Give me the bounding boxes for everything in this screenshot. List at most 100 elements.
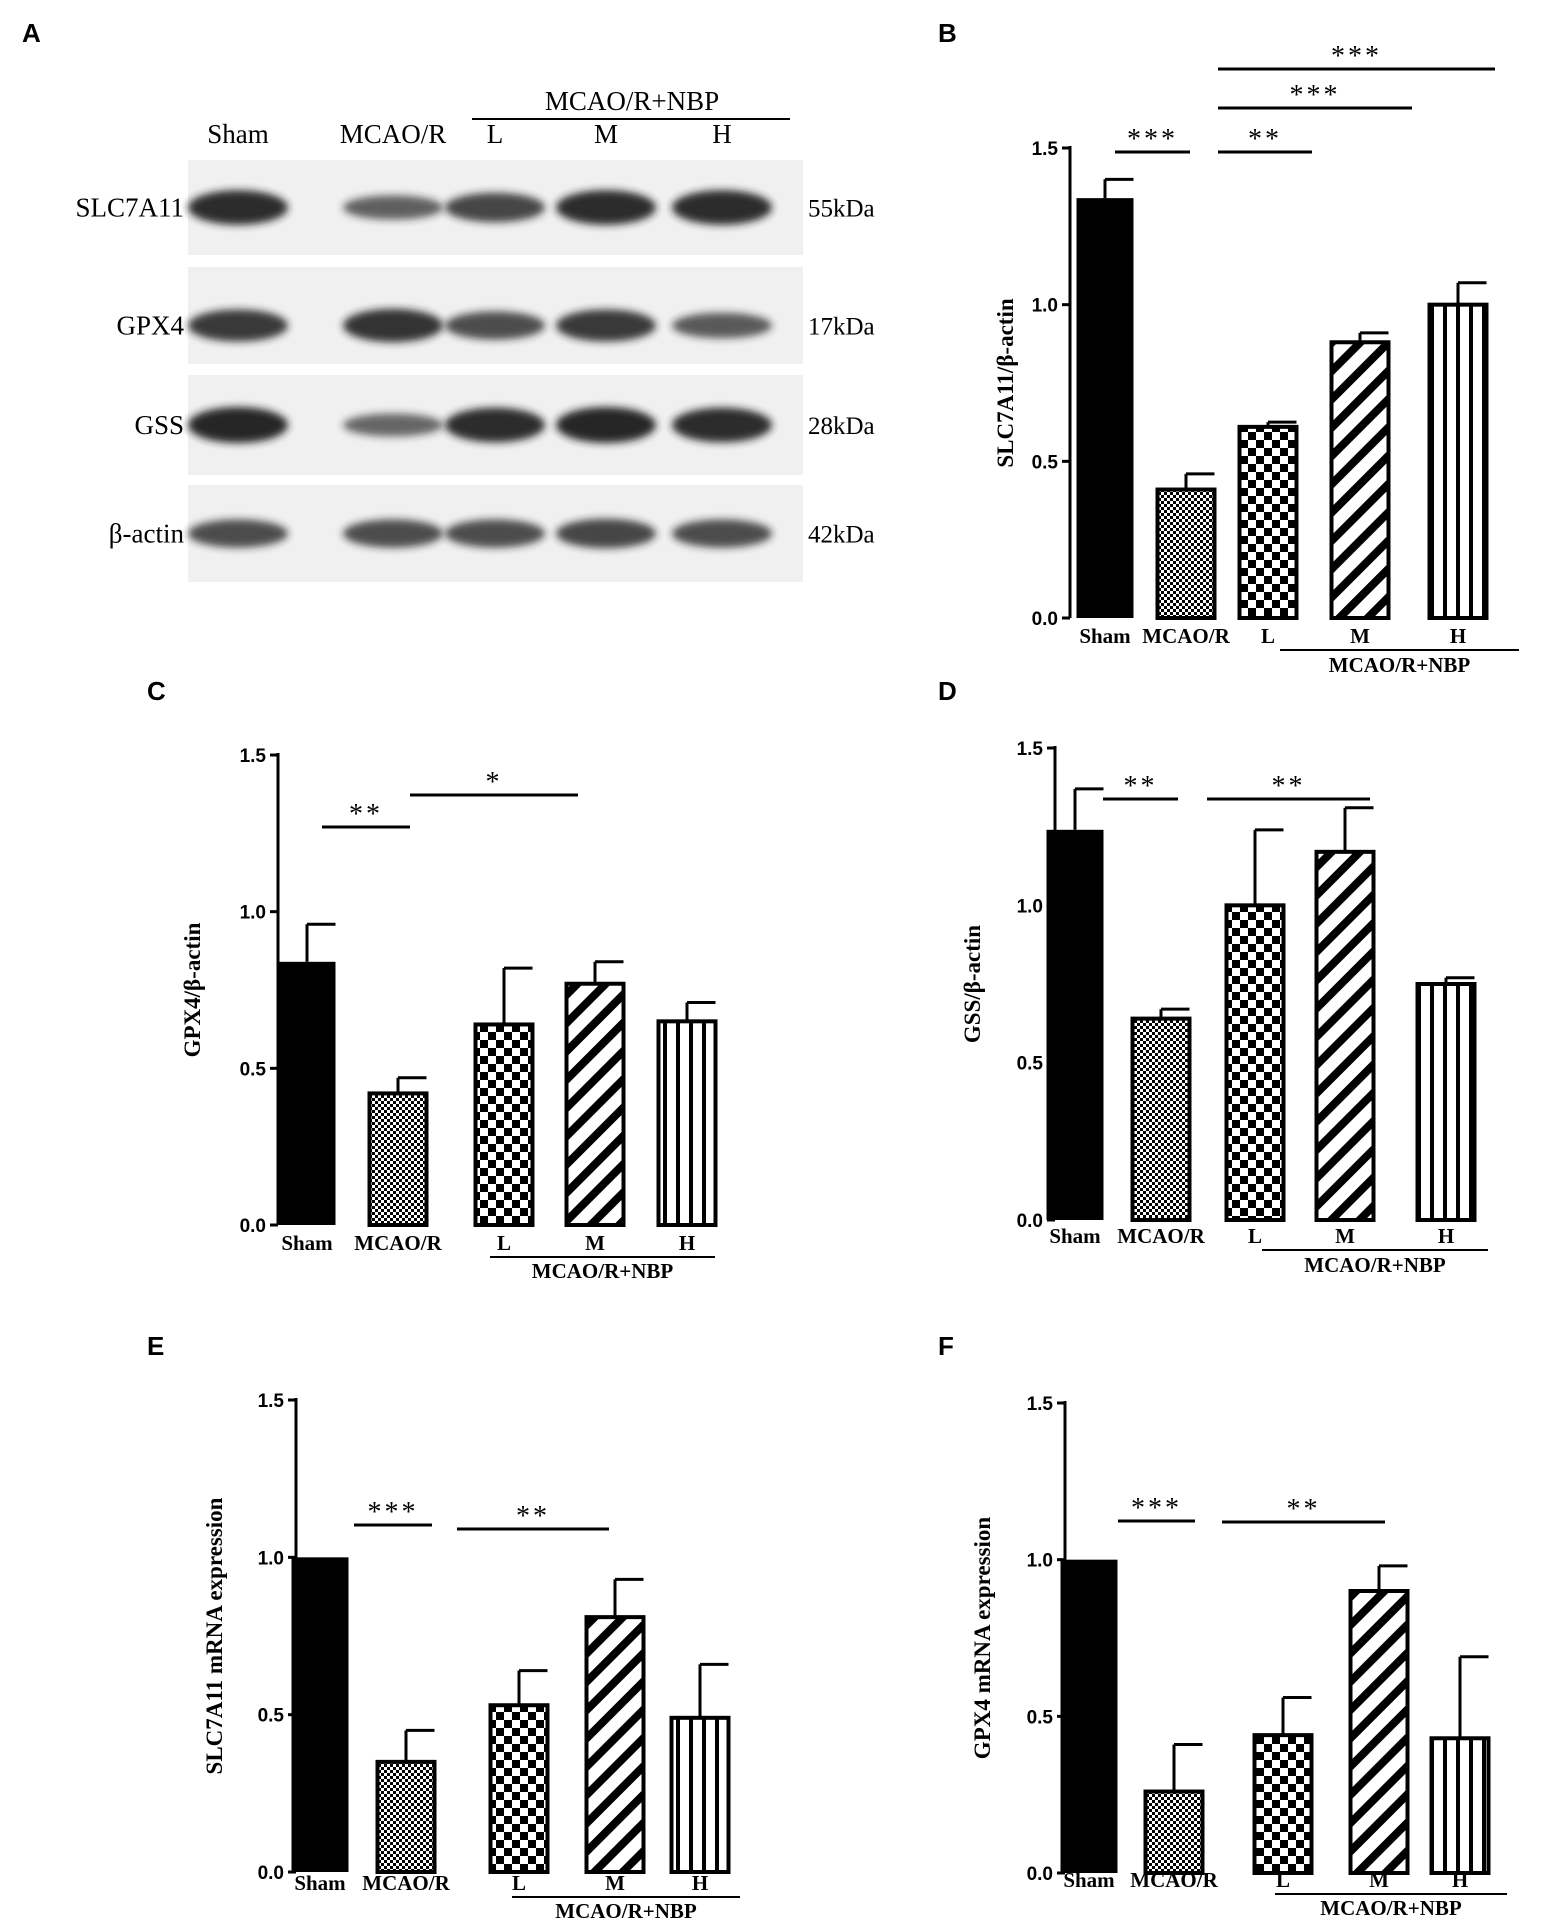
- y-axis-label: GPX4/β-actin: [180, 922, 205, 1057]
- category-label: L: [1276, 1868, 1290, 1892]
- blot-band: [672, 190, 772, 225]
- category-label: H: [1452, 1868, 1468, 1892]
- y-tick-label: 1.5: [1017, 739, 1044, 760]
- significance-stars: *: [486, 767, 503, 798]
- bar-h: [1415, 982, 1477, 1222]
- y-axis-label: GSS/β-actin: [960, 925, 985, 1043]
- blot-rows: SLC7A11 55kDa GPX4 17kDa GSS 28kDa β-actin 42kD…: [75, 160, 875, 582]
- y-tick-label: 1.0: [1017, 896, 1043, 917]
- bar-mcao-r: [1155, 487, 1217, 620]
- bar-l: [488, 1703, 550, 1875]
- category-label: H: [1450, 624, 1466, 648]
- category-label: M: [1369, 1868, 1389, 1892]
- blot-band: [556, 190, 656, 225]
- significance-stars: ***: [1127, 124, 1178, 155]
- bar-sham: [1060, 1559, 1118, 1873]
- blot-band: [188, 519, 288, 548]
- blot-row: GSS 28kDa: [134, 375, 875, 475]
- blot-band: [556, 407, 656, 443]
- bar-l: [1224, 903, 1286, 1222]
- y-tick-label: 0.0: [1027, 1864, 1053, 1885]
- category-label: M: [1335, 1224, 1355, 1248]
- blot-row: β-actin 42kDa: [109, 485, 875, 582]
- panel-letter: E: [147, 1331, 164, 1361]
- chart-panel-d: D 0.0 0.5 1.0 1.5 GSS/β-actin Sham MCAO/R L M H MCA…: [938, 676, 1488, 1277]
- y-tick-label: 0.5: [240, 1059, 267, 1080]
- blot-band: [445, 311, 545, 340]
- bar-sham: [278, 961, 336, 1225]
- significance-stars: **: [349, 799, 383, 830]
- panel-letter: C: [147, 676, 166, 706]
- y-tick-label: 0.5: [258, 1706, 285, 1727]
- y-tick-label: 0.0: [240, 1216, 266, 1237]
- blot-lane-label: L: [487, 119, 504, 149]
- bar-h: [1427, 302, 1489, 620]
- y-tick-label: 0.0: [258, 1863, 284, 1884]
- group-label: MCAO/R+NBP: [1320, 1896, 1462, 1920]
- blot-band: [343, 308, 443, 343]
- group-label: MCAO/R+NBP: [1304, 1253, 1446, 1277]
- significance-stars: **: [1272, 771, 1306, 802]
- blot-band: [343, 195, 443, 220]
- significance-stars: **: [516, 1501, 550, 1532]
- blot-kda-label: 55kDa: [808, 196, 875, 223]
- y-axis-label: SLC7A11 mRNA expression: [202, 1497, 227, 1774]
- bar-mcao-r: [367, 1091, 429, 1228]
- chart-panel-c: C 0.0 0.5 1.0 1.5 GPX4/β-actin Sham MCAO/R L M HMC…: [147, 676, 718, 1283]
- bar-mcao-r: [1143, 1789, 1205, 1875]
- blot-kda-label: 42kDa: [808, 522, 875, 549]
- category-label: L: [512, 1871, 526, 1895]
- bar-l: [1252, 1733, 1314, 1875]
- bar-h: [1429, 1736, 1491, 1876]
- significance-stars: ***: [1131, 1493, 1182, 1524]
- blot-band: [445, 519, 545, 548]
- y-tick-label: 1.0: [240, 903, 266, 924]
- blot-protein-label: GSS: [134, 410, 184, 440]
- bar-sham: [1046, 829, 1104, 1220]
- blot-protein-label: β-actin: [109, 519, 185, 549]
- significance-stars: ***: [1290, 80, 1341, 111]
- y-tick-label: 1.5: [1027, 1394, 1054, 1415]
- group-label: MCAO/R+NBP: [555, 1899, 697, 1923]
- significance-stars: **: [1248, 124, 1282, 155]
- category-label: Sham: [281, 1231, 333, 1255]
- blot-kda-label: 17kDa: [808, 314, 875, 341]
- category-label: M: [1350, 624, 1370, 648]
- panel-letter-a: A: [22, 18, 41, 48]
- bar-sham: [1076, 198, 1134, 618]
- panel-letter: F: [938, 1331, 954, 1361]
- blot-band: [343, 519, 443, 548]
- category-label: Sham: [1063, 1868, 1115, 1892]
- blot-band: [672, 407, 772, 443]
- panel-letter: D: [938, 676, 957, 706]
- bar-sham: [291, 1557, 349, 1872]
- chart-panel-f: F 0.0 0.5 1.0 1.5 GPX4 mRNA expression Sham MCA…: [938, 1331, 1507, 1920]
- blot-band: [445, 407, 545, 443]
- category-label: MCAO/R: [354, 1231, 442, 1255]
- bar-l: [473, 1022, 535, 1228]
- y-axis-label: SLC7A11/β-actin: [993, 298, 1018, 468]
- bar-mcao-r: [375, 1759, 437, 1875]
- significance-stars: ***: [1331, 41, 1382, 72]
- y-tick-label: 1.0: [258, 1548, 284, 1569]
- category-label: H: [1438, 1224, 1454, 1248]
- category-label: L: [1248, 1224, 1262, 1248]
- blot-kda-label: 28kDa: [808, 413, 875, 440]
- chart-panel-b: B 0.0 0.5 1.0 1.5 SLC7A11/β-actin Sham MCAO/R L M…: [938, 18, 1519, 677]
- blot-protein-label: SLC7A11: [75, 193, 184, 223]
- significance-stars: **: [1287, 1494, 1321, 1525]
- category-label: L: [1261, 624, 1275, 648]
- blot-band: [672, 312, 772, 339]
- category-label: M: [585, 1231, 605, 1255]
- y-tick-label: 1.0: [1027, 1551, 1053, 1572]
- y-tick-label: 0.5: [1017, 1054, 1044, 1075]
- blot-band: [188, 190, 288, 225]
- category-label: Sham: [1049, 1224, 1101, 1248]
- blot-lane-label: MCAO/R: [340, 119, 447, 149]
- y-tick-label: 1.5: [240, 746, 267, 767]
- bar-mcao-r: [1130, 1016, 1192, 1223]
- y-tick-label: 1.5: [258, 1391, 285, 1412]
- bar-m: [564, 981, 626, 1227]
